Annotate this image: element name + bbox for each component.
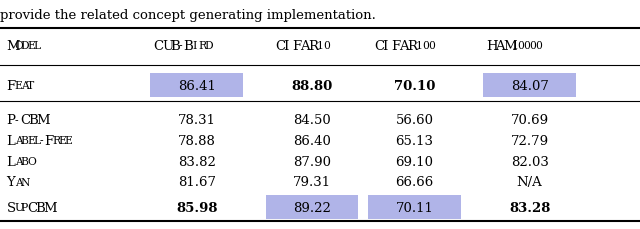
Text: 1: 1 [416,41,423,51]
Text: B: B [184,39,193,52]
Text: L: L [33,136,40,146]
Text: O: O [15,41,24,51]
Text: C: C [27,201,37,214]
FancyBboxPatch shape [266,195,358,219]
Text: Y: Y [6,176,15,188]
Text: A: A [15,136,22,146]
Text: E: E [59,136,67,146]
Text: B: B [20,136,29,146]
Text: 0: 0 [428,41,435,51]
Text: A: A [399,39,409,52]
Text: 65.13: 65.13 [396,134,433,147]
Text: 0: 0 [323,41,330,51]
Text: M: M [44,201,57,214]
Text: B: B [20,156,29,166]
Text: U: U [162,39,173,52]
Text: 56.60: 56.60 [396,114,433,127]
Text: A: A [300,39,310,52]
Text: N/A: N/A [516,176,543,188]
Text: N: N [20,177,30,187]
Text: A: A [495,39,504,52]
Text: 0: 0 [518,41,524,51]
Text: A: A [15,177,22,187]
Text: 0: 0 [524,41,531,51]
Text: -: - [15,115,19,125]
Text: 79.31: 79.31 [293,176,331,188]
FancyBboxPatch shape [483,74,576,98]
Text: F: F [44,134,53,147]
Text: E: E [27,41,35,51]
Text: E: E [15,81,22,91]
Text: P: P [6,114,15,127]
Text: 0: 0 [422,41,429,51]
Text: M: M [36,114,50,127]
Text: -: - [179,41,182,51]
Text: C: C [20,114,30,127]
Text: 83.28: 83.28 [509,201,550,214]
Text: L: L [6,155,15,168]
Text: 82.03: 82.03 [511,155,548,168]
Text: L: L [6,134,15,147]
Text: E: E [27,136,35,146]
Text: I: I [284,39,289,52]
Text: provide the related concept generating implementation.: provide the related concept generating i… [0,9,376,22]
Text: D: D [20,41,29,51]
Text: M: M [6,39,20,52]
Text: C: C [154,39,164,52]
Text: 78.31: 78.31 [178,114,216,127]
Text: R: R [308,39,319,52]
Text: 0: 0 [536,41,543,51]
Text: 69.10: 69.10 [396,155,433,168]
Text: I: I [383,39,388,52]
Text: L: L [33,41,40,51]
Text: 81.67: 81.67 [178,176,216,188]
Text: H: H [486,39,498,52]
Text: A: A [20,81,29,91]
FancyBboxPatch shape [368,195,461,219]
Text: E: E [65,136,72,146]
Text: 0: 0 [529,41,536,51]
Text: 89.22: 89.22 [293,201,331,214]
Text: B: B [170,39,180,52]
Text: A: A [15,156,22,166]
Text: 84.50: 84.50 [293,114,331,127]
Text: 83.82: 83.82 [178,155,216,168]
Text: M: M [503,39,516,52]
Text: R: R [408,39,418,52]
Text: 70.69: 70.69 [511,114,548,127]
Text: F: F [391,39,400,52]
Text: F: F [292,39,301,52]
Text: 66.66: 66.66 [396,176,433,188]
Text: F: F [6,79,15,92]
Text: 85.98: 85.98 [176,201,218,214]
Text: R: R [198,41,206,51]
Text: 72.79: 72.79 [511,134,548,147]
Text: B: B [35,201,45,214]
Text: 84.07: 84.07 [511,79,548,92]
Text: C: C [374,39,385,52]
Text: 1: 1 [317,41,324,51]
Text: 86.40: 86.40 [293,134,331,147]
Text: S: S [6,201,15,214]
Text: R: R [52,136,61,146]
Text: -: - [39,136,43,146]
Text: I: I [192,41,196,51]
FancyBboxPatch shape [150,74,243,98]
Text: 86.41: 86.41 [178,79,216,92]
Text: C: C [275,39,285,52]
Text: D: D [204,41,212,51]
Text: 87.90: 87.90 [293,155,331,168]
Text: 88.80: 88.80 [291,79,333,92]
Text: T: T [27,81,34,91]
Text: 70.11: 70.11 [396,201,433,214]
Text: 78.88: 78.88 [178,134,216,147]
Text: 1: 1 [511,41,518,51]
Text: B: B [28,114,38,127]
Text: O: O [27,156,36,166]
Text: 70.10: 70.10 [394,79,435,92]
Text: P: P [20,202,28,212]
Text: U: U [15,202,24,212]
